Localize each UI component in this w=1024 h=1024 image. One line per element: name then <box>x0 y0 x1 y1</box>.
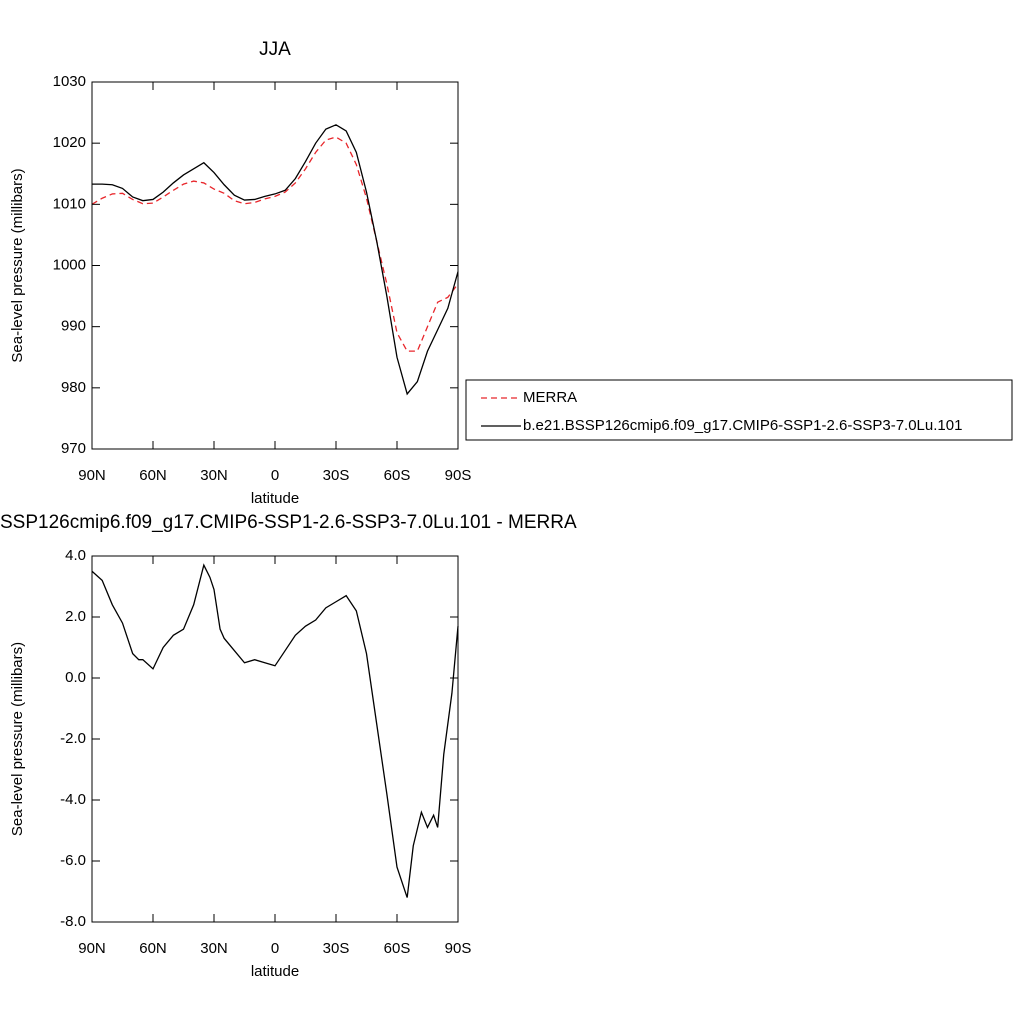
data-line <box>92 124 459 396</box>
y-tick-label: 970 <box>61 440 86 457</box>
legend-box <box>465 379 1013 441</box>
y-axis-label: Sea-level pressure (millibars) <box>9 642 26 836</box>
x-axis-label: latitude <box>251 963 299 980</box>
data-line <box>91 136 459 352</box>
x-axis-label: latitude <box>251 490 299 507</box>
x-tick-label: 60S <box>384 467 411 484</box>
x-tick-label: 30S <box>323 467 350 484</box>
x-tick-label: 30N <box>200 467 228 484</box>
x-tick-label: 90N <box>78 940 106 957</box>
x-tick-label: 30N <box>200 940 228 957</box>
x-tick-label: 30S <box>323 940 350 957</box>
y-tick-label: 990 <box>61 318 86 335</box>
x-tick-label: 0 <box>271 940 279 957</box>
y-axis-label: Sea-level pressure (millibars) <box>9 168 26 362</box>
y-tick-label: 4.0 <box>65 547 86 564</box>
x-tick-label: 90S <box>445 467 472 484</box>
x-tick-label: 90N <box>78 467 106 484</box>
y-tick-label: -6.0 <box>60 852 86 869</box>
plot-frame <box>91 555 459 923</box>
data-line <box>91 563 459 898</box>
x-tick-label: 0 <box>271 467 279 484</box>
chart-title: JJA <box>259 39 291 60</box>
y-tick-label: -8.0 <box>60 913 86 930</box>
y-tick-label: 1020 <box>53 134 86 151</box>
x-tick-label: 60S <box>384 940 411 957</box>
plot-frame <box>91 81 459 450</box>
x-tick-label: 60N <box>139 940 167 957</box>
y-tick-label: 2.0 <box>65 608 86 625</box>
y-tick-label: 1030 <box>53 73 86 90</box>
legend-label: MERRA <box>523 389 577 406</box>
x-tick-label: 90S <box>445 940 472 957</box>
legend-label: b.e21.BSSP126cmip6.f09_g17.CMIP6-SSP1-2.… <box>523 417 962 434</box>
y-tick-label: 0.0 <box>65 669 86 686</box>
y-tick-label: -2.0 <box>60 730 86 747</box>
y-tick-label: 980 <box>61 379 86 396</box>
y-tick-label: -4.0 <box>60 791 86 808</box>
y-tick-label: 1000 <box>53 256 86 273</box>
x-tick-label: 60N <box>139 467 167 484</box>
y-tick-label: 1010 <box>53 195 86 212</box>
chart-title: SSP126cmip6.f09_g17.CMIP6-SSP1-2.6-SSP3-… <box>0 512 577 533</box>
